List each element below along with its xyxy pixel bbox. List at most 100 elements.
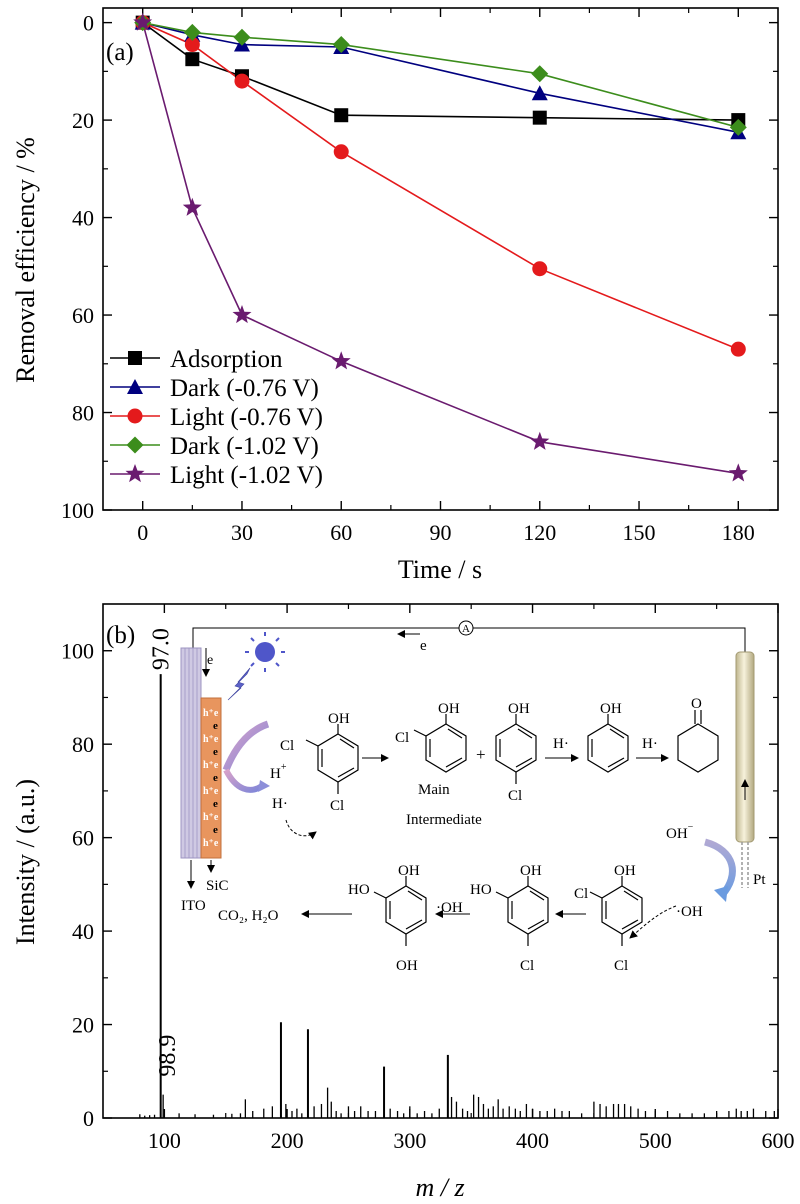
series-4-point: [133, 12, 153, 31]
ito-stripes: [184, 648, 198, 858]
main-label: Main: [418, 782, 450, 798]
panel-b-x-axis-label: m / z: [415, 1173, 464, 1202]
series-3-point: [729, 118, 747, 136]
peak-label-1: 98.9: [155, 1035, 181, 1077]
h-radical-curve-arrow: [223, 768, 264, 793]
series-4-point: [182, 197, 202, 216]
series-line-2: [142, 21, 739, 350]
pcp-cl: Cl: [508, 788, 522, 804]
sic-charge-1: h⁺e: [203, 708, 219, 719]
panel-a: (a) 0 30 60 90 120 150 180 0 20 40 60 80 100 Time /…: [11, 7, 779, 584]
cp-cl: Cl: [395, 730, 409, 746]
series-4-point: [331, 351, 351, 370]
panel-a-x-tick-label: 30: [231, 520, 253, 545]
sic-electron-4: e: [213, 798, 218, 810]
series-0-point: [532, 110, 547, 125]
sic-charge-5: h⁺e: [203, 812, 219, 823]
panel-b-label: (b): [106, 622, 135, 649]
panel-b-x-tick-label: 100: [148, 1128, 181, 1153]
panel-a-y-tick-label: 0: [83, 11, 94, 36]
series-2-point: [730, 341, 746, 357]
electron-label: e: [207, 653, 213, 668]
panel-a-x-tick-label: 150: [623, 520, 656, 545]
series-3-point: [233, 28, 251, 46]
sic-charge-4: h⁺e: [203, 786, 219, 797]
sic-charges: h⁺e h⁺e h⁺e h⁺e h⁺e h⁺e: [203, 708, 219, 849]
catechol-oh: OH: [520, 863, 542, 879]
molecule-cyclohexanone: [677, 710, 719, 773]
h-attack-dashed-arrow: [285, 819, 317, 840]
panel-b-y-tick-label: 40: [72, 919, 94, 944]
panel-a-series: [133, 12, 748, 482]
legend-marker-4: [125, 464, 145, 483]
panel-a-x-axis-label: Time / s: [398, 555, 482, 584]
molecule-trihydroxybenzene: [373, 876, 427, 946]
dcp-top-cl2: Cl: [330, 798, 344, 814]
panel-b-x-tick-label: 300: [393, 1128, 426, 1153]
series-line-0: [142, 21, 739, 121]
h-plus-curve-arrow: [222, 720, 270, 772]
pt-label: Pt: [753, 872, 766, 888]
panel-b-y-tick-label: 100: [61, 639, 94, 664]
panel-b-y-axis-label: Intensity / (a.u.): [11, 779, 40, 945]
catechol-cl: Cl: [520, 958, 534, 974]
panel-a-y-tick-label: 20: [72, 108, 94, 133]
sic-charge-2: h⁺e: [203, 734, 219, 745]
h-radical-arrowhead: [258, 780, 270, 792]
mechanism-schematic: A e e h⁺e h⁺e h⁺e h⁺e h⁺e h⁺e e: [180, 620, 766, 974]
sic-layer: [200, 697, 222, 859]
panel-a-x-tick-label: 180: [722, 520, 755, 545]
peak-label-0: 97.0: [149, 628, 175, 670]
ammeter-icon: [458, 620, 474, 636]
panel-a-x-tick-label: 60: [330, 520, 352, 545]
dcp-bottom-oh: OH: [614, 863, 636, 879]
cyclohexanone-o: O: [691, 696, 702, 712]
cp-oh: OH: [438, 701, 460, 717]
panel-a-frame: [102, 7, 779, 511]
series-4-point: [728, 463, 748, 482]
molecule-phenol: [587, 714, 629, 773]
h-plus-label: H+: [270, 762, 287, 782]
intermediate-label: Intermediate: [406, 812, 482, 828]
series-2-point: [333, 144, 349, 160]
legend-marker-2: [127, 408, 143, 424]
panel-b-ticks: [103, 604, 779, 1119]
legend-marker-3: [126, 436, 144, 454]
series-4-point: [232, 305, 252, 324]
sic-electron-3: e: [213, 772, 218, 784]
h-dot-label-1: H·: [553, 736, 569, 752]
panel-a-y-tick-labels: 0 20 40 60 80 100: [61, 11, 94, 523]
oh-radical-right: ·OH: [676, 904, 703, 920]
panel-a-label: (a): [106, 39, 134, 66]
series-2-point: [184, 37, 200, 53]
panel-b-x-tick-label: 500: [639, 1128, 672, 1153]
panel-a-x-tick-labels: 0 30 60 90 120 150 180: [137, 520, 755, 545]
sun-icon: [245, 632, 285, 672]
molecule-dichlorophenol-bottom: [589, 876, 643, 946]
dcp-bottom-cl2: Cl: [614, 958, 628, 974]
sic-label: SiC: [206, 878, 229, 894]
dcp-top-cl1: Cl: [280, 738, 294, 754]
panel-a-y-axis-label: Removal efficiency / %: [11, 137, 40, 383]
legend-label-0: Adsorption: [170, 346, 283, 373]
series-4-point: [530, 431, 550, 450]
series-line-1: [142, 21, 739, 134]
molecule-2-chlorophenol: [413, 714, 467, 773]
panel-a-y-tick-label: 80: [72, 401, 94, 426]
panel-b-x-tick-label: 200: [271, 1128, 304, 1153]
molecule-dichlorophenol-top: [305, 724, 359, 794]
pt-electrode: [735, 651, 755, 843]
panel-b-y-tick-label: 0: [83, 1106, 94, 1131]
oh-minus-label: OH−: [666, 822, 694, 842]
sic-electrons: e e e e e: [213, 720, 218, 836]
panel-a-y-tick-label: 40: [72, 206, 94, 231]
pcp-oh: OH: [508, 701, 530, 717]
series-3-point: [531, 65, 549, 83]
legend-label-4: Light (-1.02 V): [170, 462, 323, 489]
sic-electron-1: e: [213, 720, 218, 732]
series-0-point: [334, 108, 349, 123]
sic-electron-2: e: [213, 746, 218, 758]
series-3-point: [183, 23, 201, 41]
